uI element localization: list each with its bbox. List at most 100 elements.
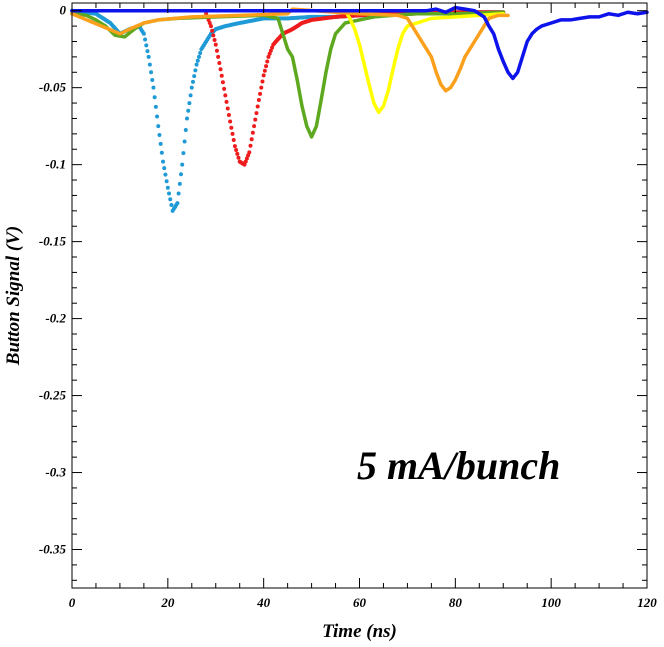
series-5 <box>70 5 649 81</box>
data-point <box>235 151 240 156</box>
data-point <box>244 156 249 161</box>
data-point <box>189 85 194 90</box>
data-point <box>250 130 255 135</box>
data-point <box>162 166 167 171</box>
data-point <box>168 197 173 202</box>
data-point <box>264 64 269 69</box>
y-axis-title: Button Signal (V) <box>3 226 24 366</box>
data-point <box>145 49 150 54</box>
data-point <box>165 185 170 190</box>
data-point <box>176 191 181 196</box>
data-point <box>151 85 156 90</box>
data-point <box>186 108 191 113</box>
series-3 <box>343 8 505 115</box>
data-point <box>164 179 169 184</box>
data-point <box>266 54 271 59</box>
data-point <box>248 143 253 148</box>
x-tick-label: 20 <box>160 595 175 610</box>
x-tick-label: 0 <box>69 595 76 610</box>
data-point <box>242 162 247 167</box>
series-line <box>70 5 649 81</box>
data-point <box>232 144 237 149</box>
data-point <box>228 119 233 124</box>
data-point <box>167 191 172 196</box>
data-point <box>229 125 234 130</box>
x-tick-label: 80 <box>449 595 463 610</box>
data-point <box>187 101 192 106</box>
data-point <box>258 91 263 96</box>
data-point <box>195 58 200 63</box>
data-point <box>261 73 266 78</box>
data-point <box>219 73 224 78</box>
data-point <box>230 131 235 136</box>
chart-annotation: 5 mA/bunch <box>357 443 560 488</box>
series-line <box>70 10 505 139</box>
data-point <box>265 59 270 64</box>
data-point <box>192 74 197 79</box>
data-point <box>152 95 157 100</box>
data-point <box>225 106 230 111</box>
data-point <box>253 117 258 122</box>
y-tick-label: -0.35 <box>39 542 67 557</box>
y-tick-label: -0.05 <box>39 80 67 95</box>
data-point <box>213 42 218 47</box>
data-point <box>267 51 272 56</box>
series-4 <box>70 7 510 93</box>
data-point <box>210 28 215 33</box>
data-point <box>188 93 193 98</box>
data-point <box>177 181 182 186</box>
data-point <box>270 45 275 50</box>
data-point <box>268 48 273 53</box>
data-point <box>226 113 231 117</box>
data-point <box>180 162 185 167</box>
data-point <box>217 61 222 66</box>
data-point <box>144 43 149 48</box>
data-point <box>255 104 260 109</box>
x-tick-label: 100 <box>541 595 561 610</box>
data-point <box>218 67 223 72</box>
series-line <box>70 7 510 93</box>
plot-frame <box>71 2 648 589</box>
series-line <box>343 8 505 115</box>
data-point <box>196 54 201 59</box>
data-point <box>194 62 199 67</box>
data-point <box>181 151 186 156</box>
data-point <box>247 150 252 155</box>
data-point <box>207 21 212 26</box>
data-point <box>249 137 254 142</box>
data-point <box>169 203 174 208</box>
data-point <box>183 128 188 133</box>
data-point <box>175 201 180 206</box>
y-tick-label: -0.1 <box>45 157 66 172</box>
data-point <box>156 124 161 129</box>
data-point <box>220 80 225 85</box>
data-point <box>190 79 195 84</box>
y-tick-label: -0.15 <box>39 234 67 249</box>
data-point <box>211 33 216 38</box>
data-point <box>256 97 261 102</box>
y-tick-label: -0.2 <box>45 311 66 326</box>
data-point <box>146 54 151 59</box>
data-point <box>143 37 148 42</box>
y-tick-label: -0.3 <box>45 465 66 480</box>
y-tick-label: 0 <box>60 3 67 18</box>
data-point <box>223 93 228 98</box>
data-point <box>214 48 219 53</box>
x-tick-label: 120 <box>637 595 657 610</box>
data-point <box>231 138 236 143</box>
data-point <box>246 153 251 158</box>
data-point <box>236 155 241 160</box>
data-point <box>179 172 184 177</box>
data-point <box>222 86 227 91</box>
data-point <box>198 51 203 56</box>
data-point <box>212 37 217 42</box>
data-point <box>193 68 198 73</box>
data-point <box>243 159 248 164</box>
ticks-layer: 0 20 40 60 80 100 120 0 -0.05 -0.1 -0.15 -0.2 -0.25 -… <box>39 3 657 610</box>
data-point <box>161 159 166 164</box>
data-point <box>141 31 146 36</box>
data-point <box>252 124 257 129</box>
data-point <box>153 104 158 109</box>
data-point <box>216 54 221 59</box>
